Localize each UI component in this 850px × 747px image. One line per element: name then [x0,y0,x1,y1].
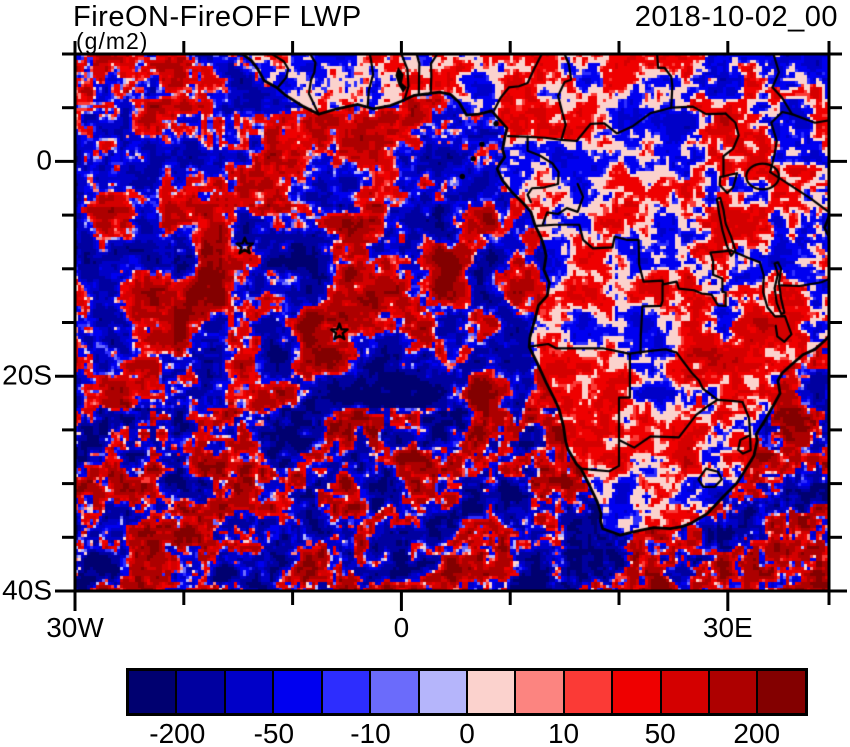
x-tick-label: 30W [46,612,104,643]
colorbar-cell [417,671,466,713]
y-tick-label: 20S [2,359,52,391]
colorbar-tick-label: -10 [350,718,391,747]
colorbar-cell [514,671,563,713]
colorbar-tick-label: 0 [459,718,475,747]
x-tick-label: 0 [393,612,410,643]
colorbar-tick-label: -50 [253,718,295,747]
plot-units-label: (g/m2) [76,28,149,54]
y-tick-label: 40S [2,574,52,606]
colorbar [126,668,808,716]
colorbar-cell [272,671,321,713]
colorbar-cell [175,671,224,713]
colorbar-tick-label: -200 [149,718,206,747]
colorbar-cell [611,671,660,713]
colorbar-cell [465,671,515,713]
y-tick-label: 0 [36,144,52,176]
colorbar-cell [223,671,273,713]
x-tick-label: 30E [702,612,753,643]
map-canvas [75,54,829,591]
plot-title: FireON-FireOFF LWP [73,1,362,33]
colorbar-cell [129,671,176,713]
colorbar-cell [756,671,805,713]
colorbar-cell [562,671,612,713]
colorbar-cell [320,671,370,713]
colorbar-tick-label: 10 [547,718,580,747]
colorbar-cell [369,671,418,713]
colorbar-tick-label: 200 [733,718,781,747]
colorbar-tick-label: 50 [644,718,676,747]
colorbar-cell [708,671,757,713]
plot-timestamp: 2018-10-02_00 [634,1,838,33]
colorbar-cell [659,671,709,713]
